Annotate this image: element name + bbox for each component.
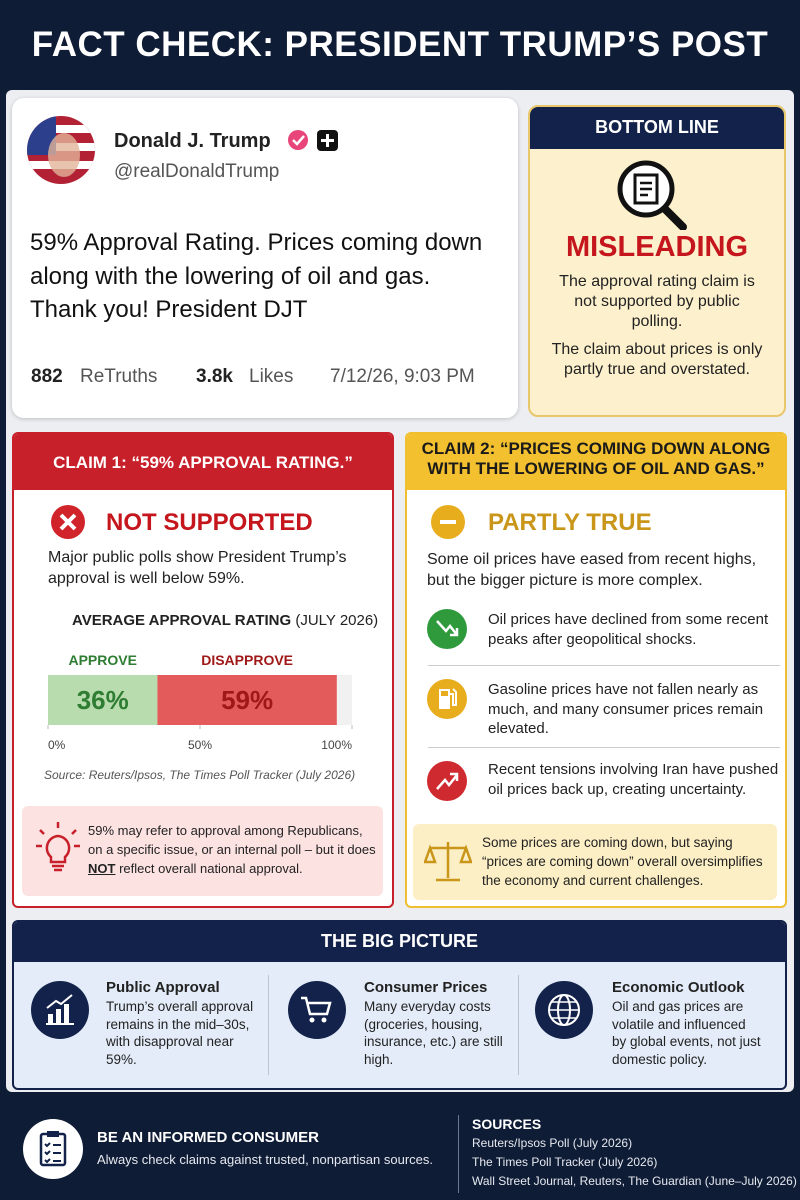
post-card bbox=[12, 98, 518, 418]
big-picture-text: Oil and gas prices are volatile and infl… bbox=[612, 999, 761, 1067]
page-title: FACT CHECK: PRESIDENT TRUMP’S POST bbox=[31, 25, 769, 64]
bottom-line-verdict: MISLEADING bbox=[565, 231, 749, 263]
divider bbox=[268, 975, 269, 1075]
down-icon bbox=[427, 609, 467, 649]
footer-title: BE AN INFORMED CONSUMER bbox=[97, 1129, 319, 1146]
note-emphasis: NOT bbox=[88, 860, 116, 876]
x-tick-label: 50% bbox=[188, 738, 212, 752]
bar-segment bbox=[48, 675, 158, 725]
chart-title-row: AVERAGE APPROVAL RATING (JULY 2026) bbox=[72, 611, 378, 631]
claim2-item: Recent tensions involving Iran have push… bbox=[488, 761, 779, 798]
claim1-verdict: NOT SUPPORTED bbox=[106, 509, 313, 536]
divider bbox=[458, 1115, 459, 1193]
bottom-line-box bbox=[528, 105, 786, 417]
claim2-item: Gasoline prices have not fallen nearly a… bbox=[488, 681, 764, 737]
divider bbox=[428, 665, 780, 666]
approval-chart: APPROVE 36% DISAPPROVE 59% 0% 50% 100% bbox=[47, 652, 353, 752]
value-label: 36% bbox=[77, 685, 129, 715]
big-picture-title: Public Approval bbox=[106, 979, 220, 996]
retruths-count: 882 bbox=[31, 366, 63, 387]
footer-text: Always check claims against trusted, non… bbox=[97, 1152, 433, 1167]
note-text: 59% may refer to approval among Republic… bbox=[88, 823, 376, 857]
big-picture-title: Economic Outlook bbox=[612, 979, 745, 996]
claim1-note-box bbox=[22, 806, 383, 896]
fuel-icon bbox=[427, 679, 467, 719]
globe-icon bbox=[535, 981, 593, 1039]
sources-header: SOURCES bbox=[472, 1116, 542, 1132]
post-text: 59% Approval Rating. Prices coming down … bbox=[30, 229, 483, 324]
bottom-line-header: BOTTOM LINE bbox=[595, 117, 719, 137]
big-picture-text: Trump’s overall approval remains in the … bbox=[106, 999, 254, 1067]
source-item: The Times Poll Tracker (July 2026) bbox=[472, 1155, 658, 1169]
badges bbox=[288, 130, 338, 151]
bar-segment bbox=[157, 675, 337, 725]
divider bbox=[428, 747, 780, 748]
claim2-header: CLAIM 2: “PRICES COMING DOWN ALONG WITH … bbox=[421, 439, 771, 479]
claim1-header: CLAIM 1: “59% APPROVAL RATING.” bbox=[53, 453, 353, 472]
source-item: Wall Street Journal, Reuters, The Guardi… bbox=[472, 1174, 797, 1188]
big-picture-text: Many everyday costs (groceries, housing,… bbox=[364, 999, 503, 1067]
claim2-note: Some prices are coming down, but saying … bbox=[482, 835, 763, 888]
cart-icon bbox=[288, 981, 346, 1039]
bulb-icon bbox=[36, 822, 80, 872]
post-handle: @realDonaldTrump bbox=[114, 161, 280, 182]
chart-icon bbox=[31, 981, 89, 1039]
minus-icon bbox=[431, 505, 465, 539]
chart-title: AVERAGE APPROVAL RATING bbox=[72, 612, 292, 629]
claim2-note-box bbox=[413, 824, 777, 900]
divider bbox=[518, 975, 519, 1075]
up-icon bbox=[427, 761, 467, 801]
claim1-note: 59% may refer to approval among Republic… bbox=[88, 822, 378, 879]
source-item: Reuters/Ipsos Poll (July 2026) bbox=[472, 1136, 633, 1150]
claim2-item: Oil prices have declined from some recen… bbox=[488, 611, 769, 648]
big-picture-box bbox=[12, 920, 787, 1090]
claim1-source: Source: Reuters/Ipsos, The Times Poll Tr… bbox=[44, 768, 356, 782]
big-picture-title: Consumer Prices bbox=[364, 979, 488, 996]
x-tick-label: 100% bbox=[321, 738, 352, 752]
note-text: reflect overall national approval. bbox=[115, 860, 303, 876]
magnifier-icon bbox=[617, 160, 687, 230]
avatar bbox=[27, 116, 95, 184]
claim2-verdict: PARTLY TRUE bbox=[488, 509, 652, 536]
legend-label: DISAPPROVE bbox=[201, 652, 293, 668]
likes-count: 3.8k bbox=[196, 366, 233, 387]
legend-label: APPROVE bbox=[68, 652, 136, 668]
likes-label: Likes bbox=[249, 366, 294, 387]
bottom-line-paragraph: The claim about prices is only partly tr… bbox=[551, 341, 763, 378]
claim2-text: Some oil prices have eased from recent h… bbox=[427, 551, 757, 589]
scales-icon bbox=[424, 842, 472, 882]
post-name: Donald J. Trump bbox=[114, 130, 271, 152]
x-icon bbox=[51, 505, 85, 539]
big-picture-header: THE BIG PICTURE bbox=[320, 931, 478, 951]
bottom-line-paragraph: The approval rating claim is not support… bbox=[559, 273, 755, 330]
claim1-text: Major public polls show President Trump’… bbox=[48, 549, 347, 587]
clipboard-icon bbox=[23, 1119, 83, 1179]
x-tick-label: 0% bbox=[48, 738, 66, 752]
post-timestamp: 7/12/26, 9:03 PM bbox=[330, 366, 475, 387]
retruths-label: ReTruths bbox=[80, 366, 158, 387]
value-label: 59% bbox=[221, 685, 273, 715]
chart-subtitle: (JULY 2026) bbox=[295, 612, 379, 629]
